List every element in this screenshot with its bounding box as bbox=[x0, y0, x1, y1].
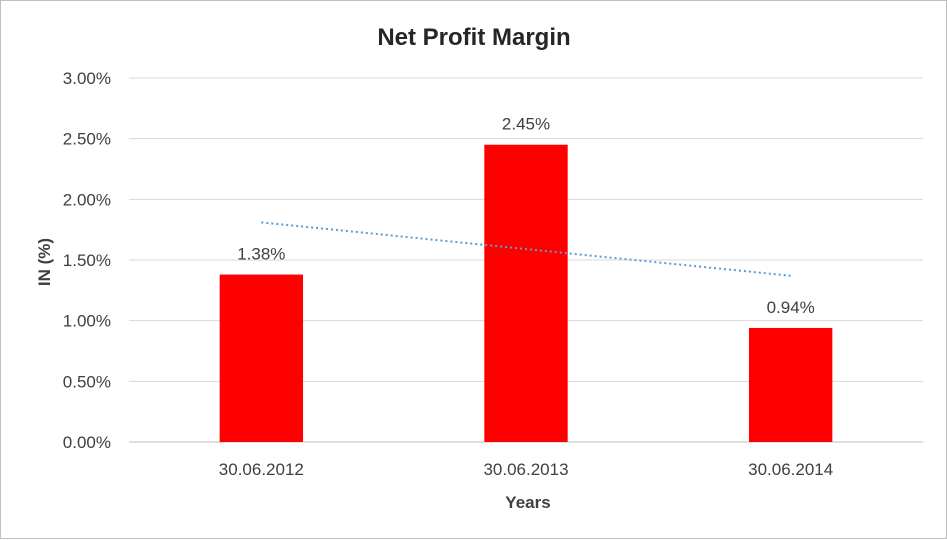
y-tick-label: 2.00% bbox=[63, 190, 111, 209]
y-tick-labels: 0.00% 0.50% 1.00% 1.50% 2.00% 2.50% 3.00% bbox=[63, 69, 111, 452]
bar bbox=[219, 274, 304, 442]
y-tick-label: 0.00% bbox=[63, 433, 111, 452]
data-label: 0.94% bbox=[767, 298, 815, 317]
chart-title: Net Profit Margin bbox=[377, 24, 570, 51]
y-tick-label: 0.50% bbox=[63, 372, 111, 391]
x-tick-label: 30.06.2014 bbox=[748, 460, 833, 479]
y-tick-label: 3.00% bbox=[63, 69, 111, 88]
bars bbox=[219, 144, 833, 442]
trendline-group bbox=[261, 221, 791, 277]
bar bbox=[748, 327, 833, 442]
x-tick-label: 30.06.2012 bbox=[219, 460, 304, 479]
x-tick-label: 30.06.2013 bbox=[483, 460, 568, 479]
data-label: 2.45% bbox=[502, 115, 550, 134]
trendline bbox=[261, 221, 791, 277]
data-labels: 1.38% 2.45% 0.94% bbox=[237, 115, 815, 317]
x-tick-labels: 30.06.2012 30.06.2013 30.06.2014 bbox=[219, 460, 833, 479]
y-axis-title: IN (%) bbox=[35, 238, 54, 286]
y-tick-label: 2.50% bbox=[63, 130, 111, 149]
data-label: 1.38% bbox=[237, 245, 285, 264]
x-axis-title: Years bbox=[505, 493, 550, 512]
y-tick-label: 1.50% bbox=[63, 251, 111, 270]
bar bbox=[484, 144, 568, 442]
y-tick-label: 1.00% bbox=[63, 312, 111, 331]
